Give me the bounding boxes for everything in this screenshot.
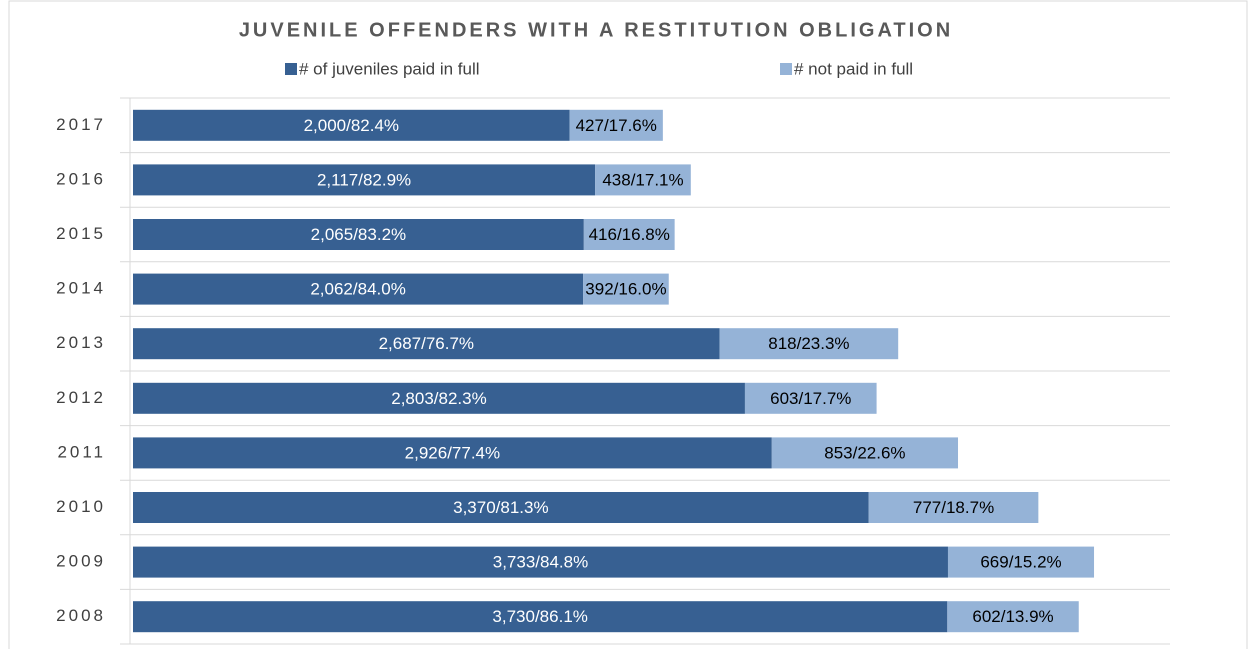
y-tick-label: 2017 bbox=[56, 115, 106, 134]
bar-segment bbox=[133, 273, 584, 305]
data-label: 2,062/84.0% bbox=[310, 280, 405, 299]
bar-segment bbox=[133, 219, 584, 250]
bar-segment bbox=[569, 109, 663, 141]
y-tick-label: 2015 bbox=[56, 224, 106, 243]
data-label: 438/17.1% bbox=[602, 170, 683, 189]
bar-segment bbox=[947, 546, 1095, 578]
data-label: 853/22.6% bbox=[824, 443, 905, 462]
y-tick-label: 2014 bbox=[56, 279, 106, 298]
bar-segment bbox=[719, 328, 899, 360]
y-tick-label: 2010 bbox=[56, 497, 106, 516]
data-label: 603/17.7% bbox=[770, 389, 851, 408]
y-tick-label: 2013 bbox=[56, 333, 106, 352]
bar-segment bbox=[133, 601, 948, 633]
data-label: 2,687/76.7% bbox=[379, 334, 474, 353]
bar-segment bbox=[133, 109, 570, 141]
data-label: 777/18.7% bbox=[913, 498, 994, 517]
bar-segment bbox=[133, 382, 745, 414]
bar-segment bbox=[583, 219, 675, 250]
data-label: 2,117/82.9% bbox=[317, 170, 411, 189]
data-label: 602/13.9% bbox=[972, 607, 1053, 626]
y-tick-label: 2011 bbox=[57, 442, 106, 461]
data-label: 416/16.8% bbox=[589, 225, 670, 244]
data-label: 3,370/81.3% bbox=[453, 498, 548, 517]
y-tick-label: 2016 bbox=[56, 169, 106, 188]
data-label: 3,730/86.1% bbox=[492, 607, 587, 626]
legend-swatch bbox=[780, 63, 792, 75]
bar-segment bbox=[771, 437, 959, 469]
y-tick-label: 2012 bbox=[56, 388, 106, 407]
bar-segment bbox=[744, 382, 877, 414]
data-label: 3,733/84.8% bbox=[493, 553, 588, 572]
data-label: 2,803/82.3% bbox=[391, 389, 486, 408]
bar-segment bbox=[583, 273, 669, 305]
bar-segment bbox=[595, 164, 691, 196]
y-tick-label: 2008 bbox=[56, 606, 106, 625]
legend-label: # of juveniles paid in full bbox=[299, 59, 480, 78]
data-label: 2,926/77.4% bbox=[405, 443, 500, 462]
data-label: 2,000/82.4% bbox=[304, 116, 399, 135]
bar-segment bbox=[133, 328, 720, 360]
bar-segment bbox=[133, 437, 772, 469]
data-label: 2,065/83.2% bbox=[311, 225, 406, 244]
bar-segment bbox=[868, 492, 1039, 523]
bar-segment bbox=[133, 546, 948, 578]
data-label: 427/17.6% bbox=[576, 116, 657, 135]
chart-frame bbox=[8, 0, 1248, 649]
bar-segment bbox=[133, 492, 869, 523]
bar-segment bbox=[133, 164, 596, 196]
legend-swatch bbox=[285, 63, 297, 75]
data-label: 392/16.0% bbox=[585, 280, 666, 299]
y-tick-label: 2009 bbox=[56, 552, 106, 571]
chart-title: JUVENILE OFFENDERS WITH A RESTITUTION OB… bbox=[239, 19, 953, 41]
bar-segment bbox=[947, 601, 1079, 633]
legend-label: # not paid in full bbox=[794, 59, 913, 78]
data-label: 669/15.2% bbox=[980, 553, 1061, 572]
data-label: 818/23.3% bbox=[768, 334, 849, 353]
